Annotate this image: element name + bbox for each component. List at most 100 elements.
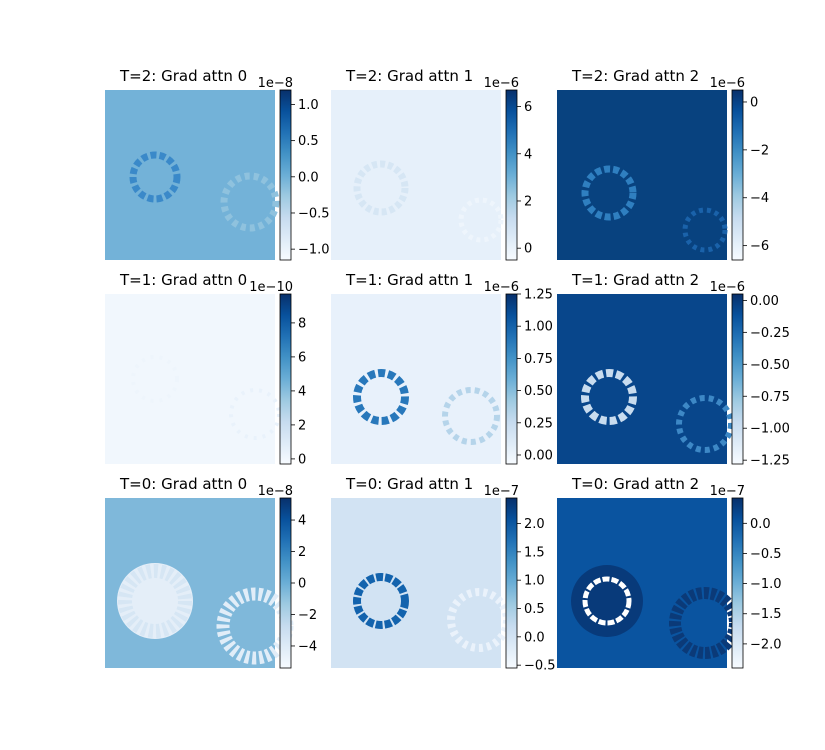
colorbar-tick-label: −0.5 bbox=[298, 206, 330, 221]
colorbar-tick-label: 6 bbox=[524, 100, 532, 115]
panel-3: T=2: Grad attn 2 0 −2 −4 −6 1e−6 bbox=[557, 67, 769, 261]
colorbar-tick-label: 6 bbox=[298, 350, 306, 365]
panel-9: T=0: Grad attn 2 0.0 −0.5 −1.0 −1.5 −2.0 1e−7 bbox=[557, 475, 782, 669]
colorbar-offset-label: 1e−6 bbox=[710, 76, 745, 91]
heatmap-ring bbox=[581, 369, 637, 425]
heatmap bbox=[557, 90, 728, 260]
colorbar-tick-label: 2 bbox=[298, 545, 306, 560]
colorbar-tick-label: −0.75 bbox=[750, 390, 790, 405]
colorbar-offset-label: 1e−7 bbox=[484, 484, 519, 499]
panel-title: T=2: Grad attn 2 bbox=[571, 67, 699, 85]
colorbar: 1.25 1.00 0.75 0.50 0.25 0.00 1e−6 bbox=[484, 280, 553, 465]
panel-title: T=1: Grad attn 2 bbox=[571, 271, 699, 289]
colorbar-tick-label: 0.0 bbox=[750, 517, 771, 532]
heatmap-ring bbox=[353, 369, 409, 425]
colorbar-gradient bbox=[505, 497, 518, 669]
colorbar-gradient bbox=[731, 293, 744, 465]
colorbar: 4 2 0 −2 −4 1e−8 bbox=[258, 484, 317, 669]
heatmap-ring bbox=[676, 395, 734, 453]
colorbar-offset-label: 1e−6 bbox=[484, 280, 519, 295]
colorbar: 6 4 2 0 1e−6 bbox=[484, 76, 532, 261]
colorbar-tick-label: −2 bbox=[298, 608, 317, 623]
colorbar-tick-label: −2 bbox=[750, 143, 769, 158]
colorbar-tick-label: 4 bbox=[298, 514, 306, 529]
colorbar-tick-label: 2 bbox=[524, 194, 532, 209]
panel-2: T=2: Grad attn 1 6 4 2 0 1e−6 bbox=[331, 67, 532, 261]
colorbar-offset-label: 1e−6 bbox=[710, 280, 745, 295]
colorbar-tick-label: 0.50 bbox=[524, 384, 553, 399]
panel-8: T=0: Grad attn 1 2.0 1.5 1.0 0.5 0.0 −0.5 1e−7 bbox=[331, 475, 556, 674]
panel-title: T=0: Grad attn 2 bbox=[571, 475, 699, 493]
heatmap-ring bbox=[581, 165, 637, 221]
panel-title: T=0: Grad attn 0 bbox=[119, 475, 247, 493]
colorbar-offset-label: 1e−8 bbox=[258, 484, 293, 499]
panel-7: T=0: Grad attn 0 4 2 0 −2 −4 1e−8 bbox=[105, 475, 317, 669]
colorbar-tick-label: 0 bbox=[298, 452, 306, 467]
heatmap-ring bbox=[353, 160, 409, 216]
panel-1: T=2: Grad attn 0 1.0 0.5 0.0 −0.5 −1.0 1e−8 bbox=[105, 67, 330, 261]
heatmap bbox=[331, 90, 504, 260]
colorbar-tick-label: −0.5 bbox=[750, 547, 782, 562]
heatmap-ring bbox=[353, 573, 409, 629]
colorbar-gradient bbox=[505, 89, 518, 261]
colorbar-tick-label: 4 bbox=[298, 384, 306, 399]
colorbar-tick-label: −1.00 bbox=[750, 422, 790, 437]
colorbar-tick-label: −1.0 bbox=[750, 577, 782, 592]
colorbar-tick-label: 8 bbox=[298, 316, 306, 331]
colorbar-tick-label: 1.0 bbox=[524, 574, 545, 589]
colorbar-offset-label: 1e−7 bbox=[710, 484, 745, 499]
colorbar-tick-label: −4 bbox=[750, 191, 769, 206]
colorbar-tick-label: 0.0 bbox=[298, 170, 319, 185]
heatmap bbox=[557, 498, 741, 668]
heatmap-ring bbox=[442, 387, 500, 445]
colorbar-tick-label: 0.5 bbox=[298, 134, 319, 149]
colorbar-tick-label: −0.25 bbox=[750, 326, 790, 341]
colorbar: 0.00 −0.25 −0.50 −0.75 −1.00 −1.25 1e−6 bbox=[710, 280, 790, 469]
colorbar: 8 6 4 2 0 1e−10 bbox=[249, 280, 306, 467]
colorbar-tick-label: −0.5 bbox=[524, 659, 556, 674]
heatmap-blob bbox=[571, 565, 643, 637]
colorbar-offset-label: 1e−10 bbox=[249, 280, 293, 295]
colorbar: 0.0 −0.5 −1.0 −1.5 −2.0 1e−7 bbox=[710, 484, 782, 669]
heatmap bbox=[105, 498, 294, 668]
heatmap-ring bbox=[129, 151, 181, 203]
colorbar-tick-label: 0.00 bbox=[750, 294, 779, 309]
colorbar-tick-label: −1.0 bbox=[298, 243, 330, 258]
panel-4: T=1: Grad attn 0 8 6 4 2 0 1e−10 bbox=[105, 271, 306, 467]
colorbar-gradient bbox=[731, 89, 744, 261]
heatmap-ring bbox=[220, 172, 280, 232]
colorbar-gradient bbox=[279, 89, 292, 261]
heatmap-ring bbox=[118, 564, 192, 638]
heatmap-ring bbox=[229, 388, 281, 440]
colorbar-tick-label: 1.25 bbox=[524, 288, 553, 303]
colorbar-gradient bbox=[279, 497, 292, 669]
heatmap-ring bbox=[131, 355, 179, 403]
heatmap-background bbox=[557, 90, 727, 260]
colorbar-gradient bbox=[731, 497, 744, 669]
heatmap bbox=[331, 498, 511, 668]
panel-6: T=1: Grad attn 2 0.00 −0.25 −0.50 −0.75 −1.00… bbox=[557, 271, 790, 469]
colorbar-gradient bbox=[505, 293, 518, 465]
colorbar-tick-label: −4 bbox=[298, 639, 317, 654]
colorbar-tick-label: 1.0 bbox=[298, 98, 319, 113]
colorbar-tick-label: −1.5 bbox=[750, 607, 782, 622]
heatmap-ring bbox=[682, 207, 728, 253]
heatmap-ring bbox=[582, 576, 632, 626]
heatmap-background bbox=[331, 498, 501, 668]
heatmap bbox=[557, 294, 734, 464]
colorbar-tick-label: 0.75 bbox=[524, 352, 553, 367]
colorbar: 2.0 1.5 1.0 0.5 0.0 −0.5 1e−7 bbox=[484, 484, 556, 674]
heatmap bbox=[105, 294, 281, 464]
colorbar: 1.0 0.5 0.0 −0.5 −1.0 1e−8 bbox=[258, 76, 330, 261]
heatmap-background bbox=[557, 294, 727, 464]
colorbar-tick-label: −1.25 bbox=[750, 454, 790, 469]
heatmap-background bbox=[105, 294, 275, 464]
colorbar: 0 −2 −4 −6 1e−6 bbox=[710, 76, 769, 261]
heatmap bbox=[331, 294, 501, 464]
panel-title: T=1: Grad attn 0 bbox=[119, 271, 247, 289]
colorbar-tick-label: −2.0 bbox=[750, 637, 782, 652]
heatmap-background bbox=[331, 294, 501, 464]
heatmap-background bbox=[331, 90, 501, 260]
colorbar-tick-label: 0.00 bbox=[524, 448, 553, 463]
